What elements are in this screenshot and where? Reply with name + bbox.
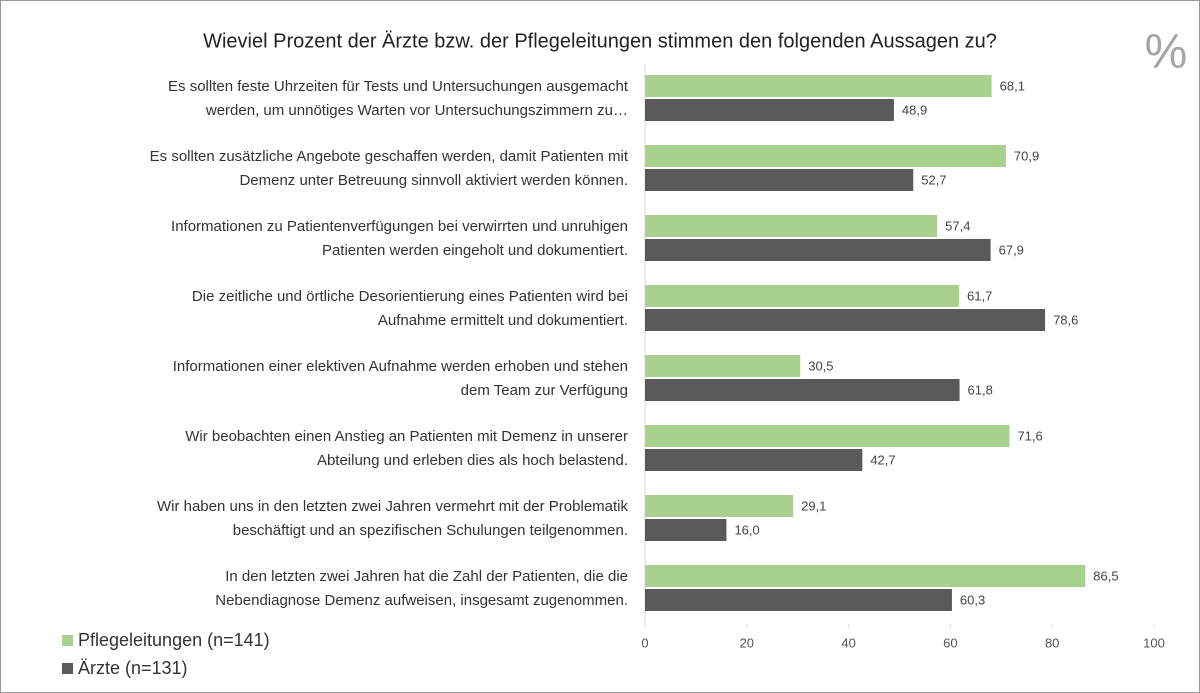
category-label: Es sollten zusätzliche Angebote geschaff… bbox=[150, 148, 629, 165]
bar bbox=[645, 309, 1046, 331]
category-label: Informationen einer elektiven Aufnahme w… bbox=[173, 358, 628, 375]
legend-label: Pflegeleitungen (n=141) bbox=[78, 630, 270, 650]
category-label: beschäftigt und an spezifischen Schulung… bbox=[233, 522, 628, 539]
value-label: 30,5 bbox=[808, 358, 833, 373]
x-tick-label: 100 bbox=[1143, 635, 1165, 650]
bar bbox=[645, 99, 894, 121]
bar bbox=[645, 239, 991, 261]
value-label: 71,6 bbox=[1017, 428, 1042, 443]
value-label: 70,9 bbox=[1014, 148, 1039, 163]
legend-label: Ärzte (n=131) bbox=[78, 658, 188, 678]
category-label: Es sollten feste Uhrzeiten für Tests und… bbox=[168, 78, 629, 95]
value-label: 29,1 bbox=[801, 498, 826, 513]
value-label: 86,5 bbox=[1093, 568, 1118, 583]
value-label: 52,7 bbox=[921, 172, 946, 187]
value-label: 78,6 bbox=[1053, 312, 1078, 327]
bar bbox=[645, 145, 1006, 167]
bar bbox=[645, 355, 801, 377]
category-label: In den letzten zwei Jahren hat die Zahl … bbox=[225, 568, 628, 585]
value-label: 67,9 bbox=[999, 242, 1024, 257]
value-label: 48,9 bbox=[902, 102, 927, 117]
x-tick-label: 80 bbox=[1045, 635, 1059, 650]
category-label: dem Team zur Verfügung bbox=[461, 382, 628, 399]
legend-swatch bbox=[62, 663, 73, 674]
category-label: Wir haben uns in den letzten zwei Jahren… bbox=[157, 498, 629, 515]
category-label: Demenz unter Betreuung sinnvoll aktivier… bbox=[239, 172, 628, 189]
value-label: 57,4 bbox=[945, 218, 970, 233]
bar bbox=[645, 169, 914, 191]
bar bbox=[645, 75, 992, 97]
value-label: 61,8 bbox=[968, 382, 993, 397]
bar bbox=[645, 379, 960, 401]
bar bbox=[645, 565, 1086, 587]
bar bbox=[645, 215, 938, 237]
bar bbox=[645, 495, 794, 517]
unit-annotation: % bbox=[1145, 26, 1188, 79]
value-label: 16,0 bbox=[734, 522, 759, 537]
x-tick-label: 40 bbox=[841, 635, 855, 650]
value-label: 60,3 bbox=[960, 592, 985, 607]
bar bbox=[645, 519, 727, 541]
bar bbox=[645, 589, 952, 611]
bar bbox=[645, 449, 863, 471]
legend-swatch bbox=[62, 635, 73, 646]
x-tick-label: 60 bbox=[943, 635, 957, 650]
category-label: Die zeitliche und örtliche Desorientieru… bbox=[192, 288, 628, 305]
category-label: Abteilung und erleben dies als hoch bela… bbox=[317, 452, 628, 469]
category-label: werden, um unnötiges Warten vor Untersuc… bbox=[205, 102, 628, 119]
value-label: 61,7 bbox=[967, 288, 992, 303]
category-label: Aufnahme ermittelt und dokumentiert. bbox=[378, 312, 628, 329]
x-tick-label: 20 bbox=[740, 635, 754, 650]
value-label: 42,7 bbox=[870, 452, 895, 467]
category-label: Nebendiagnose Demenz aufweisen, insgesam… bbox=[215, 592, 628, 609]
category-label: Patienten werden eingeholt und dokumenti… bbox=[322, 242, 628, 259]
bar bbox=[645, 425, 1010, 447]
x-tick-label: 0 bbox=[641, 635, 648, 650]
category-label: Wir beobachten einen Anstieg an Patiente… bbox=[185, 428, 628, 445]
chart-title: Wieviel Prozent der Ärzte bzw. der Pfleg… bbox=[203, 30, 997, 52]
category-label: Informationen zu Patientenverfügungen be… bbox=[171, 218, 628, 235]
bar bbox=[645, 285, 960, 307]
value-label: 68,1 bbox=[1000, 78, 1025, 93]
